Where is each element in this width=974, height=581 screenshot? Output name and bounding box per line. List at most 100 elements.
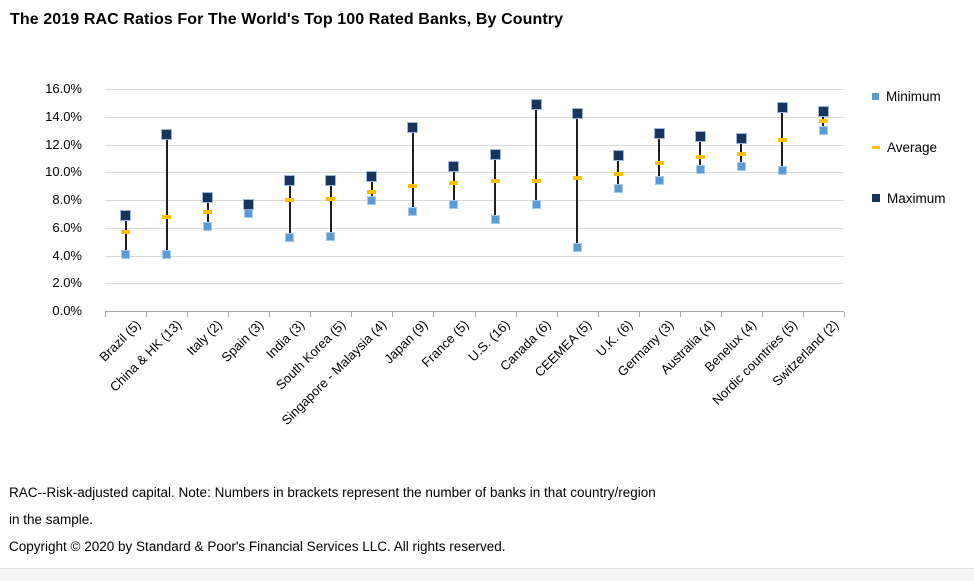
maximum-marker — [284, 175, 296, 187]
minimum-marker — [572, 242, 582, 252]
gridline — [105, 255, 844, 257]
bottom-divider — [0, 568, 974, 581]
minimum-marker — [285, 232, 295, 242]
y-axis-tick-label: 6.0% — [52, 219, 82, 235]
minimum-marker — [777, 166, 787, 176]
minimum-marker — [490, 214, 500, 224]
minimum-marker — [326, 231, 336, 241]
average-marker — [490, 178, 500, 183]
x-axis-line — [105, 311, 844, 312]
legend-item-minimum: Minimum — [872, 85, 946, 107]
range-line — [165, 134, 168, 255]
maximum-marker — [407, 122, 419, 134]
maximum-marker — [653, 127, 665, 139]
y-axis-tick-label: 2.0% — [52, 275, 82, 291]
legend-label-minimum: Minimum — [886, 88, 941, 104]
average-marker — [695, 154, 705, 159]
x-axis-tick — [392, 312, 394, 317]
minimum-marker — [531, 199, 541, 209]
footnote-line-1: RAC--Risk-adjusted capital. Note: Number… — [9, 485, 656, 500]
x-axis-tick — [351, 312, 353, 317]
average-marker — [531, 178, 541, 183]
average-marker — [572, 175, 582, 180]
chart-title: The 2019 RAC Ratios For The World's Top … — [10, 11, 564, 28]
x-axis-tick — [269, 312, 271, 317]
maximum-marker — [571, 108, 583, 120]
maximum-marker-icon — [872, 194, 880, 202]
minimum-marker — [818, 126, 828, 136]
average-marker — [654, 160, 664, 165]
chart-legend: Minimum Average Maximum — [872, 85, 946, 238]
range-line — [288, 180, 291, 238]
y-axis-tick-label: 10.0% — [45, 164, 82, 180]
footnote-line-3: Copyright © 2020 by Standard & Poor's Fi… — [9, 539, 506, 554]
minimum-marker — [162, 249, 172, 259]
maximum-marker — [530, 98, 542, 110]
gridline — [105, 200, 844, 201]
x-axis-tick — [556, 312, 558, 317]
footnotes: RAC--Risk-adjusted capital. Note: Number… — [9, 479, 656, 560]
x-axis-tick — [433, 312, 435, 317]
maximum-marker — [325, 175, 337, 187]
average-marker — [326, 196, 336, 201]
average-marker — [121, 229, 131, 234]
x-axis-tick — [515, 312, 517, 317]
range-line — [494, 154, 497, 220]
range-line — [452, 166, 455, 205]
gridline — [105, 89, 844, 90]
minimum-marker — [613, 184, 623, 194]
minimum-marker — [695, 164, 705, 174]
range-line — [535, 104, 538, 205]
x-axis-tick — [474, 312, 476, 317]
average-marker-icon — [872, 145, 880, 149]
minimum-marker — [367, 195, 377, 205]
maximum-marker — [694, 130, 706, 142]
y-axis-tick-label: 8.0% — [52, 192, 82, 207]
x-axis-tick — [720, 312, 722, 317]
range-line — [370, 176, 373, 200]
average-marker — [285, 198, 295, 202]
gridline — [105, 144, 844, 146]
average-marker — [613, 171, 623, 176]
x-axis-category-label: China & HK (13) — [106, 317, 185, 395]
maximum-marker — [161, 129, 173, 141]
average-marker — [818, 118, 828, 123]
x-axis-tick — [228, 312, 230, 317]
y-axis-tick-label: 16.0% — [45, 81, 82, 96]
gridline — [105, 227, 844, 229]
average-marker — [162, 214, 172, 219]
y-axis-tick-label: 12.0% — [45, 136, 82, 152]
y-axis-tick-label: 4.0% — [52, 247, 82, 263]
x-axis-tick — [802, 312, 804, 317]
y-axis-tick-label: 14.0% — [45, 108, 82, 124]
footnote-line-2: in the sample. — [9, 512, 94, 527]
range-line — [124, 215, 127, 255]
range-line — [699, 136, 702, 170]
legend-item-average: Average — [872, 136, 946, 158]
maximum-marker — [489, 148, 501, 160]
average-marker — [736, 152, 746, 157]
legend-label-average: Average — [887, 139, 938, 155]
minimum-marker — [736, 162, 746, 172]
maximum-marker — [776, 101, 788, 113]
average-marker — [777, 138, 787, 143]
maximum-marker — [817, 105, 829, 117]
x-axis-tick — [761, 312, 763, 317]
gridline — [105, 116, 844, 118]
minimum-marker — [244, 209, 254, 219]
gridline — [105, 172, 844, 174]
range-line — [576, 113, 579, 248]
minimum-marker — [449, 199, 459, 209]
x-axis-tick — [597, 312, 599, 317]
chart-plot-area: 0.0% 2.0% 4.0% 6.0% 8.0% 10.0% 12.0% 14.0% 16.0%… — [45, 81, 845, 428]
legend-item-maximum: Maximum — [872, 187, 946, 209]
maximum-marker — [243, 198, 255, 210]
minimum-marker — [408, 206, 418, 216]
legend-label-maximum: Maximum — [887, 190, 946, 206]
x-axis-tick — [310, 312, 312, 317]
average-marker — [203, 210, 213, 215]
x-axis-category-label: Spain (3) — [218, 317, 267, 365]
y-axis-tick-label: 0.0% — [52, 303, 82, 318]
x-axis-tick — [844, 312, 845, 317]
